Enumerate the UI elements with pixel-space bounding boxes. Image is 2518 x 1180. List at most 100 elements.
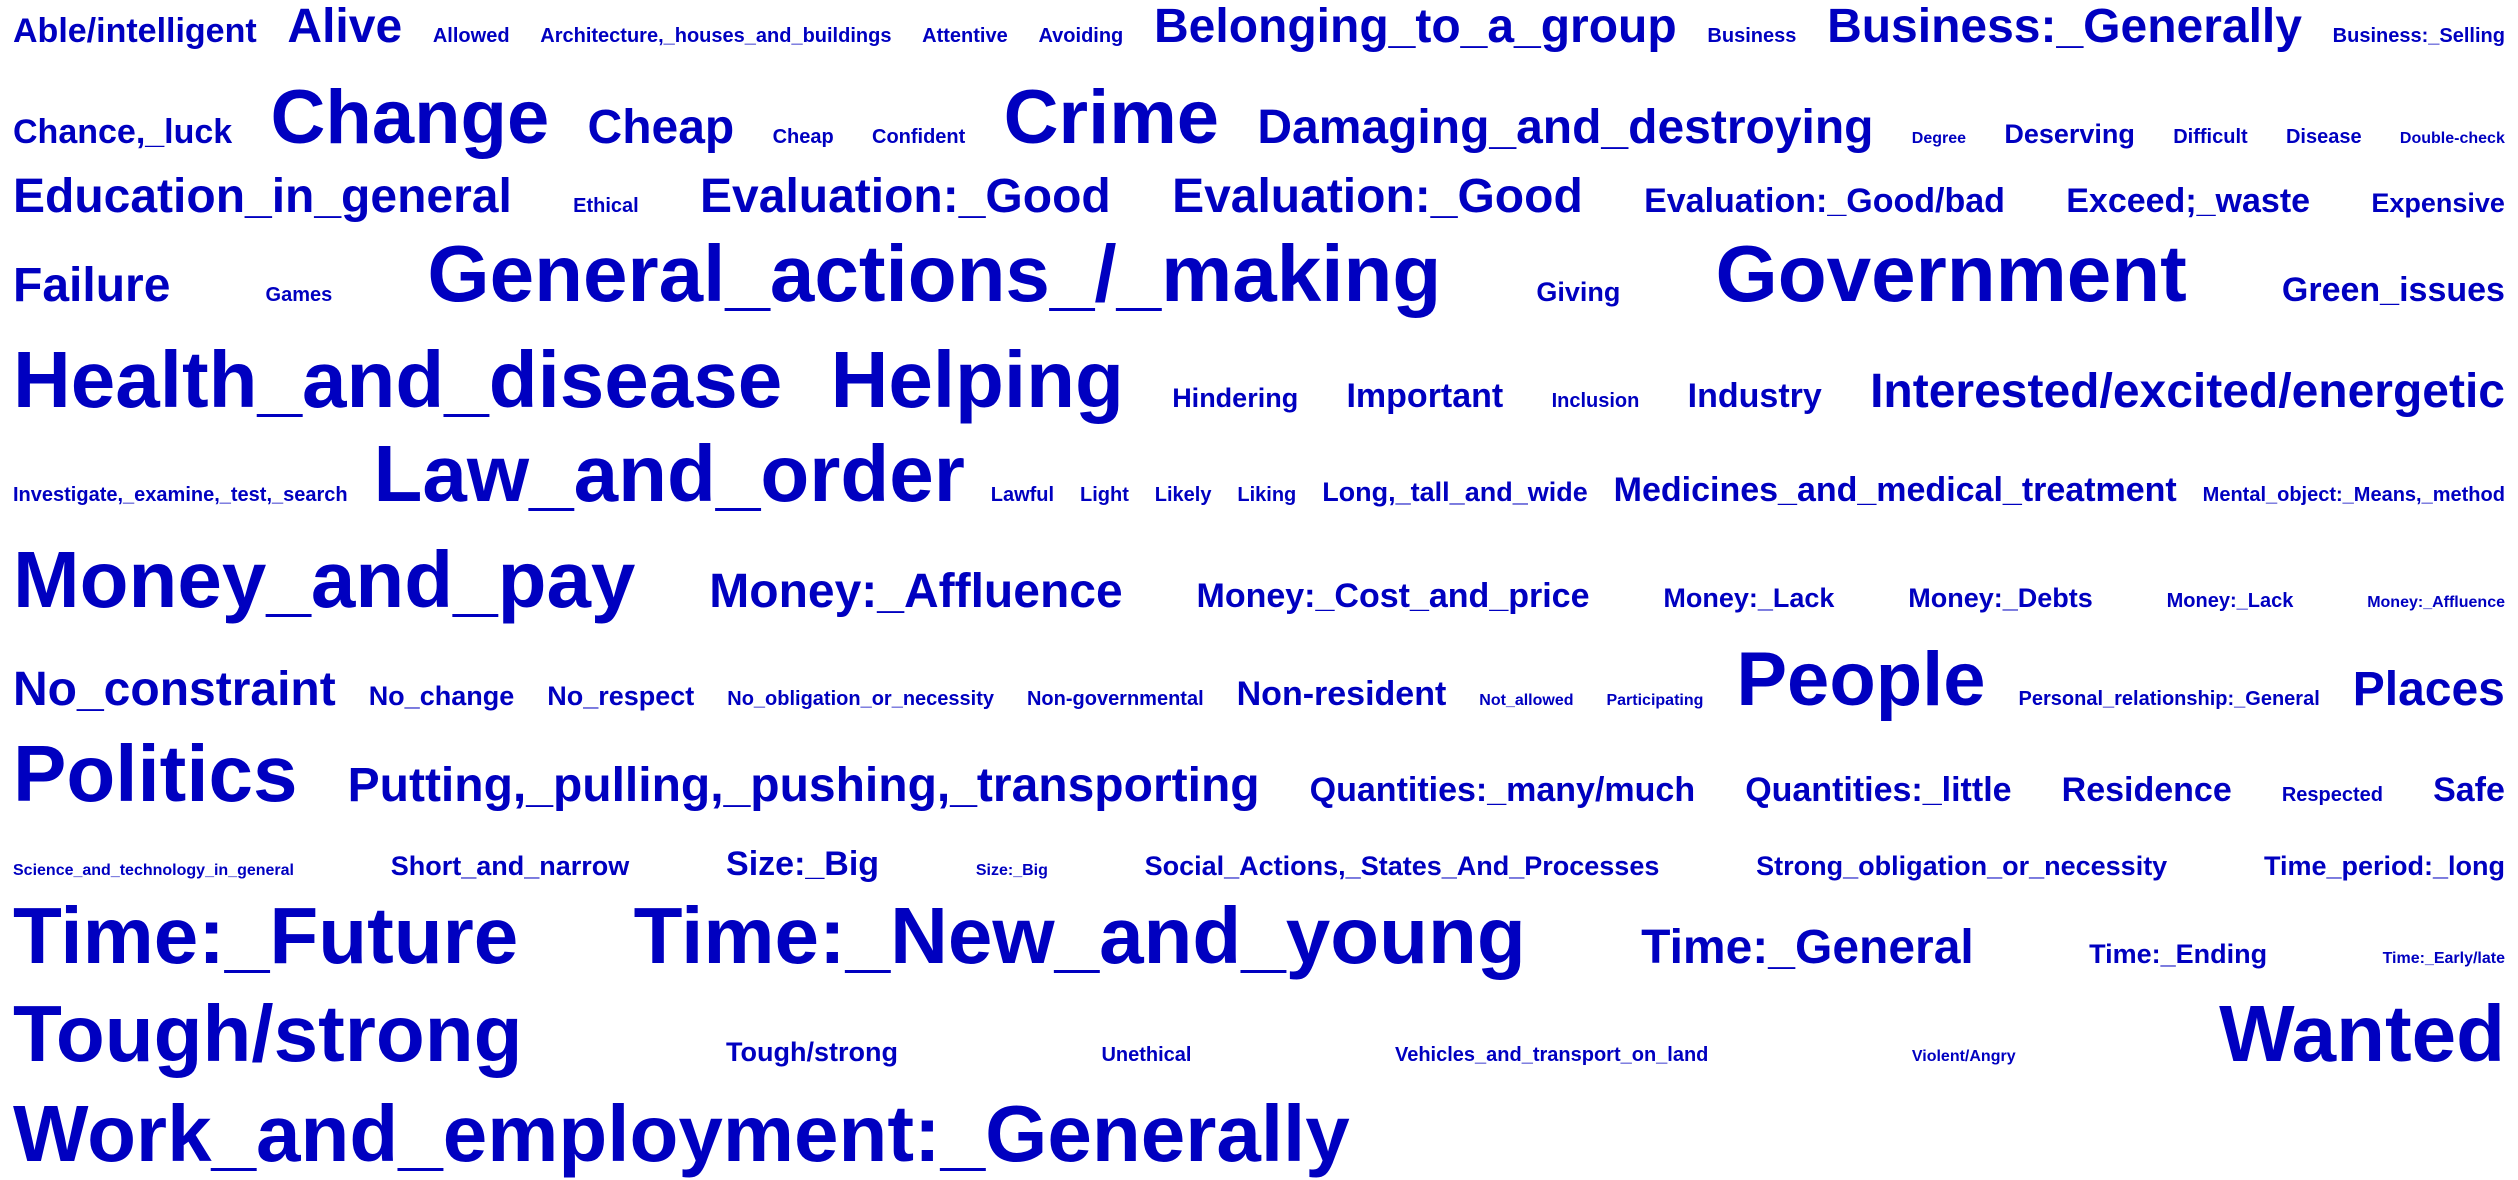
cloud-word: Vehicles_and_transport_on_land (1394, 1044, 1709, 1066)
cloud-word: Work_and_employment:_Generally (13, 1089, 1350, 1178)
cloud-word: Interested/excited/energetic (1870, 365, 2505, 418)
cloud-row: Politics Putting,_pulling,_pushing,_trans… (13, 734, 2505, 814)
cloud-word: Hindering (1172, 383, 1299, 413)
cloud-word: Disease (2285, 125, 2362, 148)
cloud-row: Work_and_employment:_Generally (13, 1094, 2505, 1174)
cloud-word: Time:_Future (13, 891, 519, 980)
cloud-word: Mental_object:_Means,_method (2202, 484, 2505, 506)
cloud-word: Industry (1687, 377, 1822, 415)
cloud-word: Difficult (2173, 125, 2248, 148)
cloud-word: No_constraint (13, 662, 336, 716)
cloud-word: Quantities:_little (1745, 771, 2012, 809)
cloud-word: Attentive (922, 24, 1008, 47)
cloud-word: Change (270, 74, 550, 160)
cloud-word: Money:_Affluence (709, 565, 1123, 618)
cloud-word: No_respect (547, 680, 695, 711)
cloud-word: Likely (1154, 484, 1212, 506)
cloud-word: No_change (368, 680, 515, 711)
cloud-word: Money:_Lack (1663, 583, 1835, 613)
cloud-word: Green_issues (2281, 271, 2505, 309)
cloud-word: Size:_Big (726, 845, 880, 884)
cloud-word: Failure (13, 259, 171, 312)
cloud-word: Money_and_pay (13, 535, 636, 624)
cloud-word: Giving (1536, 277, 1621, 307)
cloud-word: Light (1080, 484, 1129, 506)
cloud-word: Strong_obligation_or_necessity (1756, 851, 2168, 882)
cloud-word: Money:_Lack (2166, 590, 2294, 612)
cloud-word: Participating (1606, 691, 1704, 709)
cloud-word: Liking (1237, 484, 1297, 506)
cloud-word: Investigate,_examine,_test,_search (13, 484, 348, 506)
cloud-word: Time:_New_and_young (633, 891, 1526, 980)
cloud-word: Education_in_general (13, 169, 512, 223)
cloud-word: Time:_Early/late (2382, 950, 2505, 967)
cloud-word: Wanted (2219, 989, 2505, 1078)
cloud-word: No_obligation_or_necessity (727, 687, 994, 710)
cloud-row: Education_in_general Ethical Evaluation:_G… (13, 169, 2505, 223)
cloud-word: Places (2352, 662, 2505, 716)
cloud-word: Non-resident (1236, 674, 1447, 713)
cloud-word: General_actions_/_making (427, 229, 1442, 318)
cloud-row: Time:_Future Time:_New_and_young Time:_Gen… (13, 896, 2505, 976)
cloud-word: Degree (1911, 129, 1967, 147)
cloud-word: Important (1346, 377, 1504, 415)
cloud-word: Inclusion (1551, 390, 1640, 412)
cloud-word: Safe (2433, 771, 2505, 809)
cloud-word: Games (265, 284, 333, 306)
cloud-word: Deserving (2004, 118, 2135, 149)
cloud-word: Time_period:_long (2263, 851, 2505, 882)
cloud-word: Government (1715, 229, 2187, 318)
cloud-row: Science_and_technology_in_general Short_a… (13, 847, 2505, 881)
cloud-word: Exceed;_waste (2066, 181, 2311, 220)
cloud-word: Lawful (990, 484, 1055, 506)
cloud-word: Evaluation:_Good (700, 169, 1111, 223)
cloud-word: Helping (830, 335, 1124, 424)
cloud-word: Quantities:_many/much (1309, 771, 1696, 809)
cloud-word: Double-check (2399, 129, 2505, 147)
cloud-word: Not_allowed (1479, 691, 1574, 709)
cloud-word: Tough/strong (725, 1037, 898, 1067)
cloud-word: Size:_Big (975, 862, 1048, 880)
cloud-word: Ethical (573, 194, 639, 217)
cloud-word: Able/intelligent (13, 11, 257, 50)
cloud-word: Health_and_disease (13, 335, 783, 424)
cloud-word: Belonging_to_a_group (1154, 0, 1677, 53)
cloud-word: Damaging_and_destroying (1257, 100, 1874, 154)
cloud-word: Politics (13, 729, 298, 818)
cloud-word: Long,_tall_and_wide (1322, 477, 1588, 507)
cloud-word: Crime (1003, 74, 1220, 160)
cloud-row: Failure Games General_actions_/_making Givi… (13, 234, 2505, 314)
cloud-row: Chance,_luck Change Cheap Cheap Confident Cri… (13, 74, 2505, 160)
cloud-word: Cheap (587, 100, 735, 154)
cloud-word: Time:_Ending (2089, 939, 2268, 969)
cloud-word: Residence (2061, 771, 2232, 809)
cloud-word: Avoiding (1038, 24, 1124, 47)
cloud-row: Health_and_disease Helping Hindering Import… (13, 340, 2505, 420)
cloud-word: Evaluation:_Good (1172, 169, 1583, 223)
cloud-row: Able/intelligent Alive Allowed Architecture… (13, 0, 2505, 53)
cloud-word: Time:_General (1641, 921, 1974, 974)
cloud-word: People (1736, 636, 1986, 722)
cloud-word: Confident (872, 125, 966, 148)
cloud-word: Tough/strong (13, 989, 523, 1078)
cloud-word: Science_and_technology_in_general (13, 862, 294, 880)
cloud-word: Expensive (2371, 187, 2505, 218)
cloud-word: Money:_Affluence (2367, 594, 2505, 611)
cloud-word: Unethical (1101, 1044, 1192, 1066)
cloud-row: No_constraint No_change No_respect No_oblig… (13, 636, 2505, 722)
cloud-word: Non-governmental (1026, 687, 1204, 710)
cloud-word: Alive (287, 0, 403, 53)
cloud-word: Respected (2281, 784, 2383, 806)
cloud-word: Business:_Generally (1827, 0, 2302, 53)
cloud-word: Cheap (772, 125, 834, 148)
cloud-word: Allowed (432, 24, 510, 47)
cloud-word: Money:_Debts (1908, 583, 2093, 613)
cloud-word: Business:_Selling (2332, 24, 2505, 47)
cloud-word: Medicines_and_medical_treatment (1613, 471, 2177, 509)
cloud-word: Business (1707, 24, 1797, 47)
cloud-word: Short_and_narrow (390, 851, 630, 882)
cloud-word: Chance,_luck (13, 112, 233, 151)
cloud-row: Investigate,_examine,_test,_search Law_an… (13, 434, 2505, 514)
cloud-word: Money:_Cost_and_price (1196, 577, 1590, 615)
